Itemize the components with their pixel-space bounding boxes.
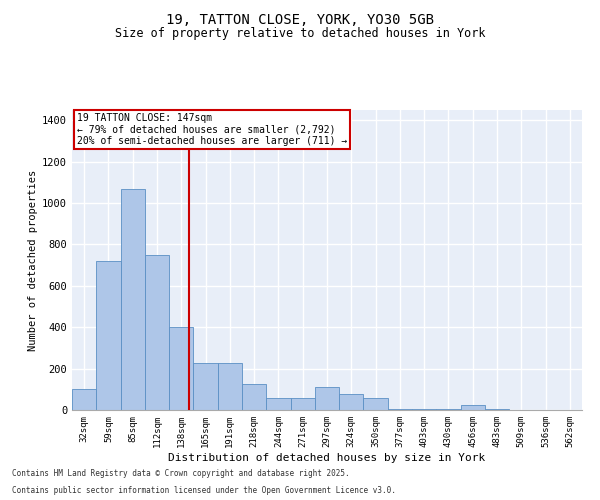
Text: 19 TATTON CLOSE: 147sqm
← 79% of detached houses are smaller (2,792)
20% of semi: 19 TATTON CLOSE: 147sqm ← 79% of detache… [77, 113, 347, 146]
Bar [169, 327, 193, 410]
Y-axis label: Number of detached properties: Number of detached properties [28, 170, 38, 350]
Bar [315, 387, 339, 410]
Bar [388, 409, 412, 410]
Bar [193, 364, 218, 410]
Bar [218, 364, 242, 410]
Bar [436, 409, 461, 410]
Bar [121, 188, 145, 410]
Bar [242, 384, 266, 410]
Bar [72, 390, 96, 410]
X-axis label: Distribution of detached houses by size in York: Distribution of detached houses by size … [169, 452, 485, 462]
Bar [266, 398, 290, 410]
Bar [412, 409, 436, 410]
Bar [339, 394, 364, 410]
Bar [461, 405, 485, 410]
Bar [145, 255, 169, 410]
Text: Contains HM Land Registry data © Crown copyright and database right 2025.: Contains HM Land Registry data © Crown c… [12, 468, 350, 477]
Text: 19, TATTON CLOSE, YORK, YO30 5GB: 19, TATTON CLOSE, YORK, YO30 5GB [166, 12, 434, 26]
Bar [364, 398, 388, 410]
Bar [96, 261, 121, 410]
Text: Contains public sector information licensed under the Open Government Licence v3: Contains public sector information licen… [12, 486, 396, 495]
Text: Size of property relative to detached houses in York: Size of property relative to detached ho… [115, 28, 485, 40]
Bar [290, 398, 315, 410]
